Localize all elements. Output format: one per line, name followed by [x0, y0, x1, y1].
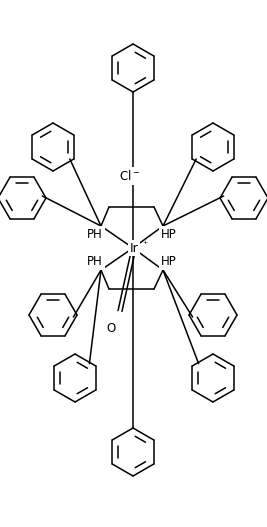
Text: O: O	[106, 321, 116, 335]
Text: HP: HP	[161, 255, 177, 268]
Text: HP: HP	[161, 228, 177, 241]
Text: $^+$: $^+$	[141, 239, 149, 249]
Text: PH: PH	[87, 255, 103, 268]
Text: PH: PH	[87, 228, 103, 241]
Text: Cl$^-$: Cl$^-$	[119, 169, 141, 183]
Text: Ir: Ir	[129, 241, 138, 255]
